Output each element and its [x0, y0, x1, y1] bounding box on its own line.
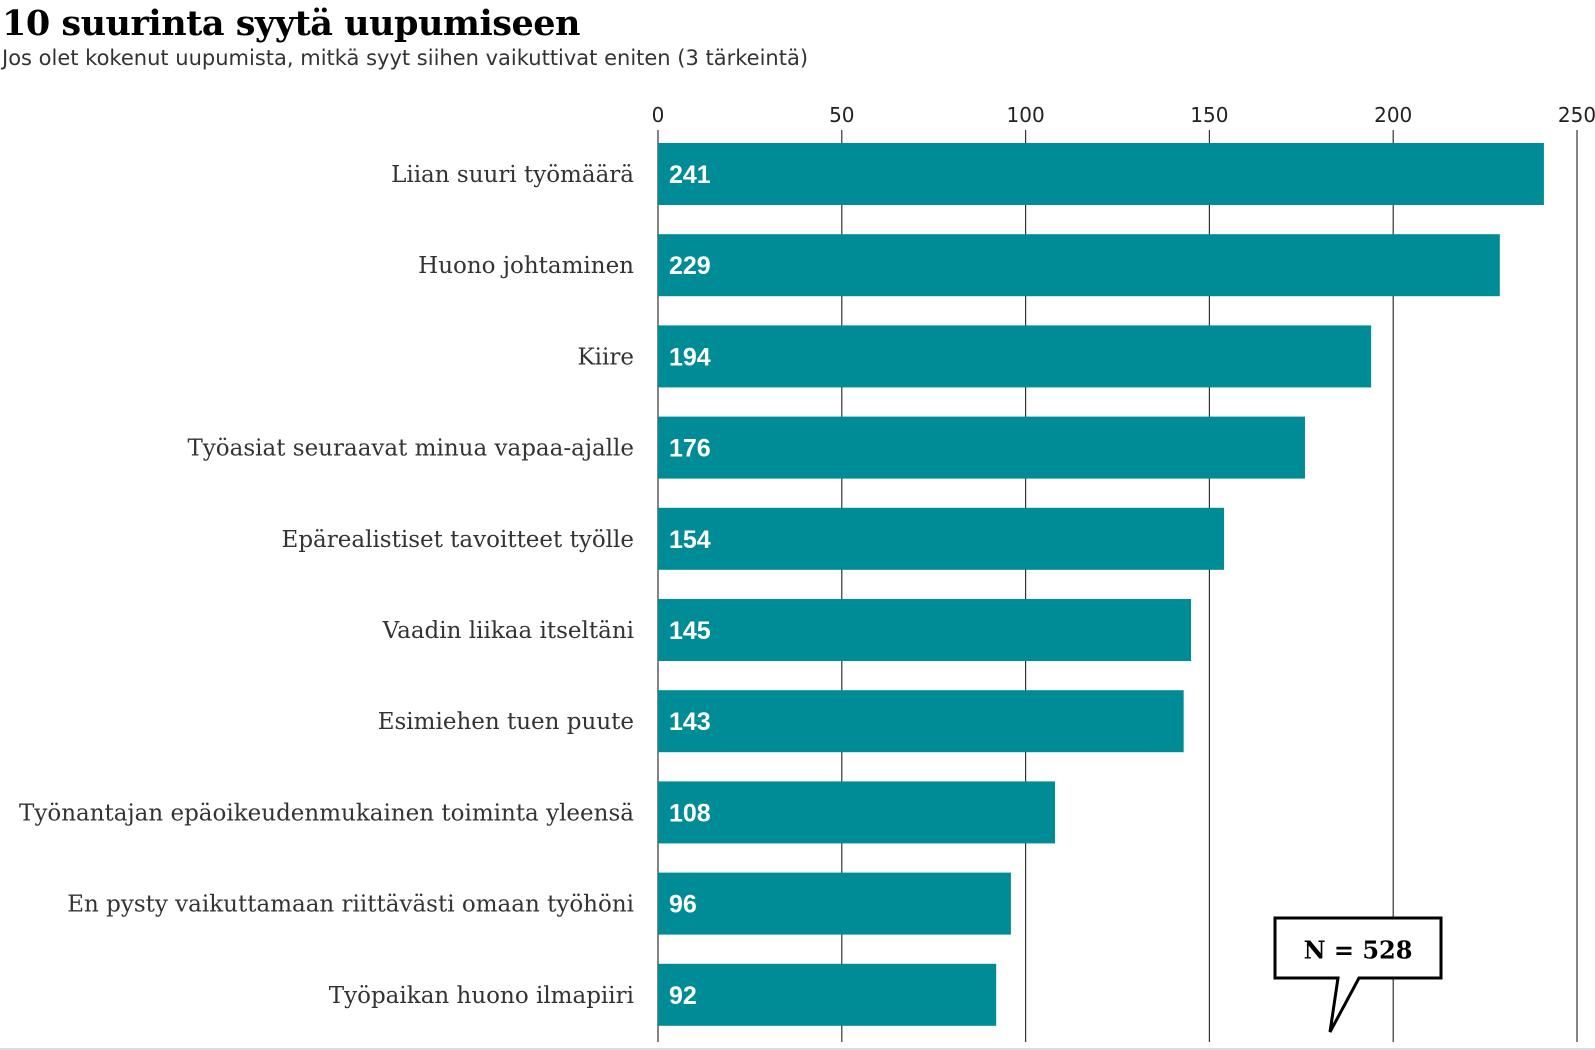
category-label: Huono johtaminen — [418, 253, 634, 279]
bar — [658, 872, 1011, 935]
bar — [658, 234, 1500, 297]
category-labels: Liian suuri työmäärä Huono johtaminen Kiir… — [19, 162, 634, 1009]
category-label: Kiire — [577, 344, 634, 370]
bar-value-label: 194 — [669, 343, 711, 371]
category-label: Työnantajan epäoikeudenmukainen toiminta… — [19, 800, 634, 826]
bars: 241 229 194 176 154 145 143 108 96 92 — [658, 143, 1544, 1026]
bar — [658, 325, 1372, 388]
bar-value-label: 145 — [669, 617, 711, 645]
bar-value-label: 96 — [669, 891, 697, 919]
callout-bubble — [1273, 916, 1443, 1033]
x-tick-label: 100 — [1007, 103, 1045, 127]
category-label: Epärealistiset tavoitteet työlle — [282, 527, 634, 553]
bar-value-label: 229 — [669, 252, 711, 280]
bar — [658, 963, 997, 1026]
bar-value-label: 108 — [669, 799, 711, 827]
chart-subtitle: Jos olet kokenut uupumista, mitkä syyt s… — [2, 46, 809, 70]
x-tick-label: 200 — [1374, 103, 1412, 127]
x-tick-label: 50 — [829, 103, 854, 127]
bar-value-label: 154 — [669, 526, 711, 554]
category-label: En pysty vaikuttamaan riittävästi omaan … — [67, 892, 634, 918]
chart-title: 10 suurinta syytä uupumiseen — [2, 3, 580, 44]
bar — [658, 781, 1056, 844]
x-tick-label: 250 — [1558, 103, 1595, 127]
x-axis-ticks: 0 50 100 150 200 250 — [652, 103, 1595, 127]
callout-text: N = 528 — [1304, 936, 1413, 965]
bar — [658, 416, 1305, 479]
category-label: Liian suuri työmäärä — [391, 162, 634, 188]
bar — [658, 507, 1225, 570]
category-label: Työpaikan huono ilmapiiri — [329, 983, 634, 1009]
bar-value-label: 143 — [669, 708, 711, 736]
bar-value-label: 176 — [669, 435, 711, 463]
bar — [658, 599, 1192, 661]
x-tick-label: 0 — [652, 103, 665, 127]
bar-value-label: 92 — [669, 982, 697, 1010]
x-tick-label: 150 — [1190, 103, 1228, 127]
category-label: Työasiat seuraavat minua vapaa-ajalle — [187, 436, 634, 462]
category-label: Esimiehen tuen puute — [378, 709, 634, 735]
bar — [658, 143, 1544, 205]
n-callout: N = 528 — [1273, 916, 1443, 1033]
bar-value-label: 241 — [669, 161, 711, 189]
bar — [658, 690, 1184, 753]
category-label: Vaadin liikaa itseltäni — [382, 618, 634, 644]
